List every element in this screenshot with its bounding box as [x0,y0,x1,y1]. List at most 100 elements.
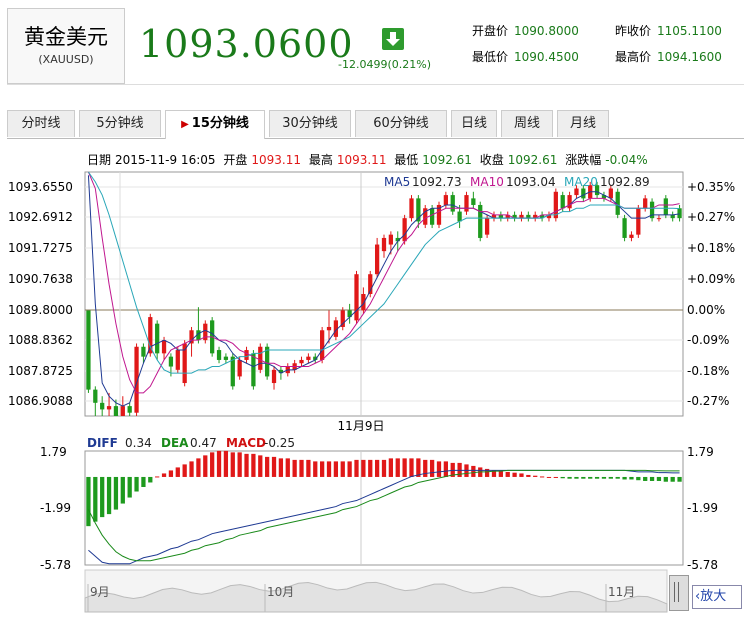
candle [182,343,187,384]
candle [608,188,613,199]
macd-bar [546,476,552,478]
candle [230,356,235,387]
macd-bar [622,476,627,480]
candle [189,330,194,344]
tab-30min[interactable]: 30分钟线 [269,110,351,137]
info-close: 1092.61 [507,153,558,167]
macd-bar [148,476,153,483]
tab-intraday[interactable]: 分时线 [7,110,75,137]
candle [168,356,174,367]
macd-bar [402,458,407,477]
macd-tick-left: -5.78 [40,558,71,572]
macd-bar [395,458,400,477]
candle [423,208,428,225]
candle [361,294,366,311]
candle [409,198,414,219]
macd-bar [340,461,345,477]
overview-label: 9月 [90,585,110,599]
macd-axis: 1.79 1.79 -1.99 -1.99 -5.78 -5.78 [40,445,718,572]
macd-bar [588,476,593,479]
macd-bar [299,459,304,477]
macd-bar [608,476,613,479]
ma-legend-name: MA10 [470,175,504,189]
macd-bar [388,458,394,477]
candle [175,350,180,370]
candle [223,356,229,360]
candle [539,214,545,219]
info-low: 1092.61 [422,153,472,167]
candle [161,340,167,354]
pct-tick: -0.27% [687,394,729,408]
price-tick: 1090.7638 [8,272,73,286]
candle [601,195,607,199]
candle-info-bar: 日期 2015-11-9 16:05 开盘 1093.11 最高 1093.11 最低… [87,153,648,167]
candle [347,310,352,318]
macd-legend: DIFF 0.34 DEA 0.47 MACD-0.25 [87,436,295,450]
macd-bar [539,476,545,478]
tab-monthly[interactable]: 月线 [557,110,609,137]
tab-15min[interactable]: ▶ 15分钟线 [165,110,265,139]
tab-daily[interactable]: 日线 [451,110,497,137]
overview-area [84,581,668,613]
price-change: -12.0499(0.21%) [338,58,431,71]
candle [141,346,146,357]
scroll-handle[interactable] [669,575,689,611]
ma10-line [87,171,680,394]
macd-bar [423,459,428,477]
price-tick: 1087.8725 [8,364,73,378]
candle [574,188,579,196]
macd-bar [106,476,112,515]
macd-bar [306,459,311,477]
stat-low: 最低价 1090.4500 [472,50,579,64]
macd-bar [574,476,579,479]
candle [457,211,462,222]
pct-tick: +0.35% [687,180,735,194]
macd-bar [409,458,414,477]
pct-tick: 0.00% [687,303,725,317]
candle [340,310,345,327]
candle [251,353,256,387]
candle [216,350,222,360]
macd-bar [313,461,318,477]
candle [553,191,558,219]
macd-bar [374,459,380,477]
macd-bar [196,458,201,477]
tab-weekly[interactable]: 周线 [501,110,553,137]
macd-tick-right: -5.78 [687,558,718,572]
ma-legend-name: MA20 [564,175,598,189]
macd-bar [210,452,215,477]
candle [395,237,400,242]
candle [677,208,682,219]
macd-bar [182,464,187,477]
candle [237,359,242,377]
tab-5min[interactable]: 5分钟线 [79,110,161,137]
tab-60min[interactable]: 60分钟线 [355,110,447,137]
candle [471,198,476,205]
macd-bar [86,476,91,527]
macd-bar [560,476,565,479]
grip-icon [674,582,679,602]
info-change: -0.04% [605,153,648,167]
macd-legend-name: DEA [161,436,189,450]
candle [374,244,380,275]
candle [244,350,249,360]
macd-bar [526,474,531,477]
candle [450,195,455,212]
macd-bar [443,461,448,477]
macd-bar [326,461,332,477]
zoom-button[interactable]: ‹放大 [692,585,742,609]
macd-bar [416,458,421,477]
macd-bar [615,476,620,479]
macd-bar [656,476,662,481]
instrument-box: 黄金美元 (XAUUSD) [7,8,125,84]
stat-prev-close: 昨收价 1105.1100 [615,24,722,38]
macd-bar [436,461,442,477]
macd-bar [265,456,270,477]
candle [519,214,524,219]
candle [663,198,668,215]
macd-bar [161,473,167,477]
macd-histogram [86,450,682,527]
info-high: 1093.11 [336,153,387,167]
candle [643,198,648,209]
